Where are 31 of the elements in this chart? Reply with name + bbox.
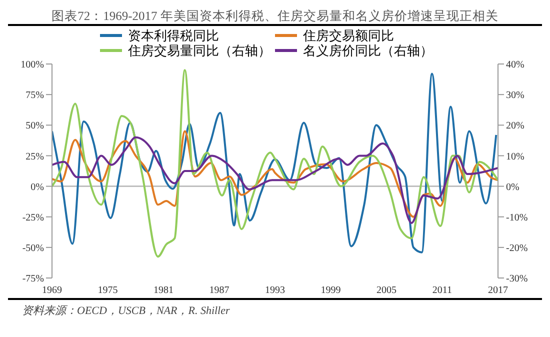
y-tick-label: -75%	[22, 274, 44, 285]
y2-tick-label: -20%	[506, 242, 528, 254]
y2-tick-label: -30%	[506, 274, 528, 285]
chart-title: 图表72：1969-2017 年美国资本利得税、住房交易量和名义房价增速呈现正相关	[50, 8, 500, 24]
x-tick-label: 2011	[432, 285, 452, 296]
y-tick-label: 25%	[26, 151, 44, 162]
legend-label: 住房交易额同比	[303, 28, 394, 43]
y-tick-label: 0%	[30, 182, 44, 193]
y-tick-label: 100%	[20, 60, 44, 71]
y2-tick-label: -10%	[506, 212, 528, 224]
x-tick-label: 1993	[265, 285, 285, 296]
text: 资料来源：OECD，USCB，NAR，R. Shiller	[21, 304, 231, 318]
x-tick-label: 1999	[320, 285, 341, 296]
y2-tick-label: 20%	[506, 120, 524, 132]
y2-tick-label: 30%	[506, 90, 524, 102]
x-tick-label: 2017	[488, 285, 508, 296]
y-tick-label: 50%	[26, 120, 44, 132]
y-tick-label: -25%	[22, 212, 44, 224]
y-tick-label: -50%	[22, 242, 44, 254]
legend-label: 住房交易量同比（右轴）	[128, 43, 271, 58]
x-tick-label: 1975	[98, 285, 118, 296]
y2-tick-label: 0%	[506, 182, 520, 193]
y2-tick-label: 40%	[506, 60, 524, 71]
legend-label: 资本利得税同比	[128, 28, 219, 43]
y2-tick-label: 10%	[506, 151, 524, 162]
x-tick-label: 2005	[376, 285, 396, 296]
x-tick-label: 1969	[42, 285, 62, 296]
x-tick-label: 1987	[209, 285, 230, 296]
x-tick-label: 1981	[154, 285, 174, 296]
legend-label: 名义房价同比（右轴）	[303, 43, 433, 58]
y-tick-label: 75%	[26, 90, 44, 102]
